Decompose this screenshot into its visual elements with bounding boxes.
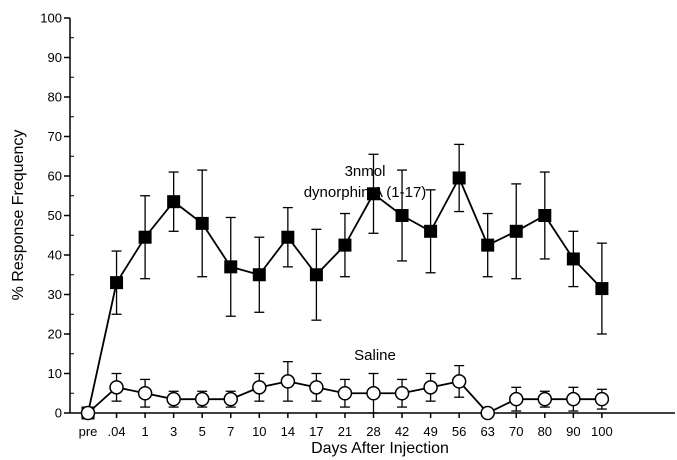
data-point-square [252, 268, 266, 282]
x-tick-label: 100 [591, 424, 613, 439]
data-point-circle [137, 386, 153, 401]
data-point-circle [366, 386, 381, 401]
data-point-square [309, 268, 323, 282]
series-label: 3nmol [345, 163, 386, 180]
data-point-circle [423, 380, 438, 395]
data-point-square [367, 187, 380, 201]
x-tick-label: 7 [227, 424, 234, 439]
x-tick-label: 3 [170, 424, 177, 439]
data-point-square [566, 252, 580, 266]
x-tick-label: 70 [509, 424, 523, 439]
x-tick-label: pre [79, 424, 98, 439]
y-tick-label: 30 [48, 287, 62, 302]
y-tick-label: 0 [55, 406, 62, 421]
series-label: Saline [354, 347, 396, 364]
y-tick-label: 10 [48, 366, 62, 381]
data-point-circle [480, 405, 495, 421]
data-point-circle [252, 380, 267, 395]
x-tick-label: 10 [252, 424, 266, 439]
x-tick-label: .04 [108, 424, 126, 439]
x-tick-label: 5 [199, 424, 206, 439]
x-tick-label: 21 [338, 424, 352, 439]
data-point-square [224, 260, 238, 274]
data-point-square [395, 209, 409, 222]
series-layer: 3nmol dynorphin A (1-17) Saline [80, 143, 610, 421]
x-tick-label: 14 [281, 424, 295, 439]
labels: Days After Injection % Response Frequenc… [10, 130, 449, 457]
y-tick-label: 60 [48, 169, 62, 184]
y-tick-label: 70 [48, 129, 62, 144]
data-point-circle [80, 405, 96, 421]
series-dynorphin: 3nmol dynorphin A (1-17) [81, 143, 609, 420]
data-point-square [424, 224, 438, 238]
x-tick-label: 63 [480, 424, 494, 439]
data-point-square [509, 224, 523, 238]
x-tick-label: 17 [309, 424, 323, 439]
data-point-circle [566, 391, 581, 407]
data-point-square [281, 230, 295, 244]
data-point-circle [309, 380, 324, 395]
data-point-square [538, 209, 552, 222]
data-point-square [452, 171, 466, 185]
y-tick-label: 40 [48, 248, 62, 263]
x-tick-label: 90 [566, 424, 580, 439]
data-point-square [595, 282, 609, 296]
data-point-square [167, 195, 181, 209]
series-label: dynorphin A (1-17) [304, 184, 427, 201]
data-point-circle [451, 374, 467, 389]
data-point-circle [166, 391, 181, 407]
data-point-circle [594, 391, 610, 407]
data-point-square [110, 276, 124, 290]
x-axis-label: Days After Injection [311, 440, 449, 457]
data-point-square [138, 230, 152, 244]
data-point-circle [509, 391, 524, 407]
x-tick-label: 49 [423, 424, 437, 439]
y-axis-label: % Response Frequency [10, 130, 27, 301]
y-tick-label: 100 [40, 11, 62, 26]
x-tick-label: 28 [366, 424, 380, 439]
data-point-circle [394, 386, 410, 401]
data-point-circle [337, 386, 353, 401]
y-tick-label: 20 [48, 327, 62, 342]
ticks: 0 10 20 30 40 50 60 70 80 90 100 pre .04 1 3 5 7 10 14 17 21… [40, 11, 612, 440]
data-point-circle [194, 391, 210, 407]
series-saline: Saline [80, 347, 610, 421]
data-point-circle [109, 380, 124, 395]
data-point-square [195, 216, 209, 230]
x-tick-label: 56 [452, 424, 466, 439]
x-tick-label: 80 [538, 424, 552, 439]
data-point-square [481, 238, 495, 252]
data-point-circle [223, 391, 238, 407]
data-point-circle [537, 391, 553, 407]
y-tick-label: 50 [48, 208, 62, 223]
y-tick-label: 90 [48, 50, 62, 65]
x-tick-label: 42 [395, 424, 409, 439]
x-tick-label: 1 [141, 424, 148, 439]
y-tick-label: 80 [48, 90, 62, 105]
data-point-square [338, 238, 352, 252]
data-point-circle [280, 374, 296, 389]
